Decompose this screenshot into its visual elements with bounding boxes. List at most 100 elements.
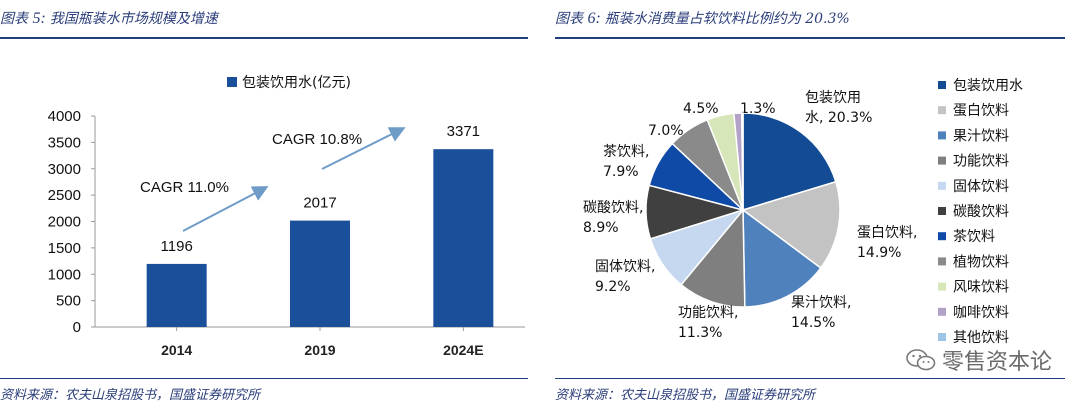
pie-data-label-line: 9.2% [595, 279, 631, 295]
pie-data-label-line: 果汁饮料, [791, 295, 851, 311]
y-tick-label: 4000 [48, 108, 81, 125]
legend-label: 功能饮料 [953, 154, 1009, 170]
pie-data-label: 茶饮料, 7.9% [603, 144, 649, 180]
y-tick-label: 2000 [48, 214, 81, 231]
legend-label: 咖啡饮料 [953, 305, 1009, 321]
pie-data-label-line: 茶饮料, [603, 144, 649, 160]
pie-data-label: 碳酸饮料, 8.9% [583, 200, 643, 236]
figure-6-title-text: 瓶装水消费量占软饮料比例约为 20.3% [604, 11, 850, 27]
pie-chart: 包装饮用水, 20.3% 蛋白饮料, 14.9% 果汁饮料, 14.5% 功能饮料, 11.… [583, 78, 1023, 346]
figure-5-title: 图表 5: 我国瓶装水市场规模及增速 [0, 8, 218, 28]
bar [146, 263, 207, 327]
pie-data-label-line: 碳酸饮料, [583, 200, 643, 216]
pie-slice [741, 180, 841, 270]
legend-swatch [227, 77, 237, 87]
legend-swatch [938, 282, 946, 291]
bar [433, 149, 494, 327]
legend-swatch [938, 307, 946, 316]
bar-data-label: 3371 [447, 123, 480, 140]
pie-data-label: 4.5% [683, 101, 719, 117]
legend-label: 蛋白饮料 [953, 103, 1009, 119]
figure-6-source: 资料来源：农夫山泉招股书，国盛证券研究所 [555, 388, 816, 403]
x-tick-label: 2024E [443, 342, 483, 358]
pie-data-label: 包装饮用水, 20.3% [805, 90, 872, 126]
legend-label: 碳酸饮料 [953, 204, 1009, 220]
figure-6-title-prefix: 图表 [555, 11, 588, 27]
pie-slice [742, 208, 822, 308]
watermark: 零售资本论 [906, 344, 1052, 376]
cagr-label: CAGR 10.8% [272, 131, 362, 148]
legend-label: 包装饮用水(亿元) [242, 75, 351, 91]
pie-data-label-line: 1.3% [740, 101, 776, 117]
x-tick-label: 2019 [304, 342, 335, 358]
y-tick-label: 500 [56, 293, 81, 310]
pie-data-label: 功能饮料, 11.3% [678, 305, 738, 341]
legend-swatch [938, 81, 946, 89]
legend-swatch [938, 207, 946, 215]
legend-label: 包装饮用水 [953, 78, 1023, 94]
figure-5: 图表 5: 我国瓶装水市场规模及增速 0 500 1000 1500 2000 2500 3… [0, 8, 528, 403]
legend-label: 植物饮料 [953, 254, 1009, 270]
pie-data-label: 1.3% [740, 101, 776, 117]
pie-data-label: 蛋白饮料, 14.9% [857, 225, 917, 261]
pie-data-label-line: 8.9% [583, 220, 619, 236]
bar-legend: 包装饮用水(亿元) [227, 75, 351, 91]
pie-data-label-line: 固体饮料, [595, 259, 655, 275]
cagr-arrow [182, 186, 269, 232]
figure-5-source: 资料来源：农夫山泉招股书，国盛证券研究所 [0, 388, 261, 403]
legend-swatch [938, 106, 946, 115]
figure-5-bottom-rule [0, 378, 528, 379]
legend-label: 其他饮料 [953, 330, 1009, 346]
legend-swatch [938, 156, 946, 165]
cagr-arrow [321, 127, 406, 170]
pie-data-label-line: 7.9% [603, 164, 639, 180]
pie-slice [680, 207, 746, 308]
figure-5-title-prefix: 图表 [0, 11, 33, 27]
legend-swatch [938, 232, 946, 241]
y-tick-label: 1500 [48, 240, 81, 257]
y-tick-label: 3000 [48, 161, 81, 178]
x-tick-label: 2014 [161, 342, 192, 358]
legend-swatch [938, 257, 946, 266]
pie-data-label: 7.0% [648, 123, 684, 139]
legend-label: 果汁饮料 [953, 128, 1009, 144]
pie-data-label-line: 功能饮料, [678, 305, 738, 321]
figure-5-title-number: 5: [32, 10, 50, 27]
figure-5-title-text: 我国瓶装水市场规模及增速 [49, 11, 218, 27]
pie-data-label-line: 蛋白饮料, [857, 225, 917, 241]
pie-data-label-line: 水, 20.3% [805, 110, 872, 126]
pie-data-label-line: 14.9% [857, 245, 901, 261]
pie-legend: 包装饮用水蛋白饮料果汁饮料功能饮料固体饮料碳酸饮料茶饮料植物饮料风味饮料咖啡饮料… [938, 78, 1023, 346]
legend-label: 风味饮料 [953, 280, 1009, 296]
figure-6-title: 图表 6: 瓶装水消费量占软饮料比例约为 20.3% [555, 8, 850, 28]
pie-data-label: 固体饮料, 9.2% [595, 259, 655, 295]
y-tick-label: 3500 [48, 134, 81, 151]
y-tick-label: 2500 [48, 187, 81, 204]
pie-data-label-line: 4.5% [683, 101, 719, 117]
figure-6-top-rule [555, 37, 1065, 39]
pie-data-label-line: 11.3% [678, 325, 722, 341]
pie-data-label-line: 包装饮用 [805, 90, 861, 106]
bar [290, 220, 350, 327]
y-tick-label: 0 [73, 319, 81, 336]
y-tick-label: 1000 [48, 266, 81, 283]
watermark-text: 零售资本论 [941, 350, 1052, 375]
bar-data-label: 1196 [161, 238, 193, 255]
legend-swatch [938, 131, 946, 140]
figure-6: 图表 6: 瓶装水消费量占软饮料比例约为 20.3% 包装饮用水, 20.3% 蛋… [555, 0, 1080, 410]
pie-data-label-line: 7.0% [648, 123, 684, 139]
figure-6-title-number: 6: [587, 10, 605, 27]
figure-6-bottom-rule [555, 378, 1065, 379]
wechat-icon [906, 349, 936, 371]
pie-data-label: 果汁饮料, 14.5% [791, 295, 851, 331]
legend-swatch [938, 181, 946, 190]
bar-data-label: 2017 [303, 195, 336, 212]
bar-chart: 0 500 1000 1500 2000 2500 3000 3500 4000 包装饮用水(亿元… [48, 75, 525, 358]
legend-swatch [938, 333, 946, 341]
pie-data-label-line: 14.5% [791, 315, 835, 331]
legend-label: 茶饮料 [953, 229, 995, 245]
pie-slice [742, 112, 837, 212]
cagr-label: CAGR 11.0% [140, 179, 229, 196]
figure-5-top-rule [0, 37, 528, 39]
legend-label: 固体饮料 [953, 179, 1009, 195]
